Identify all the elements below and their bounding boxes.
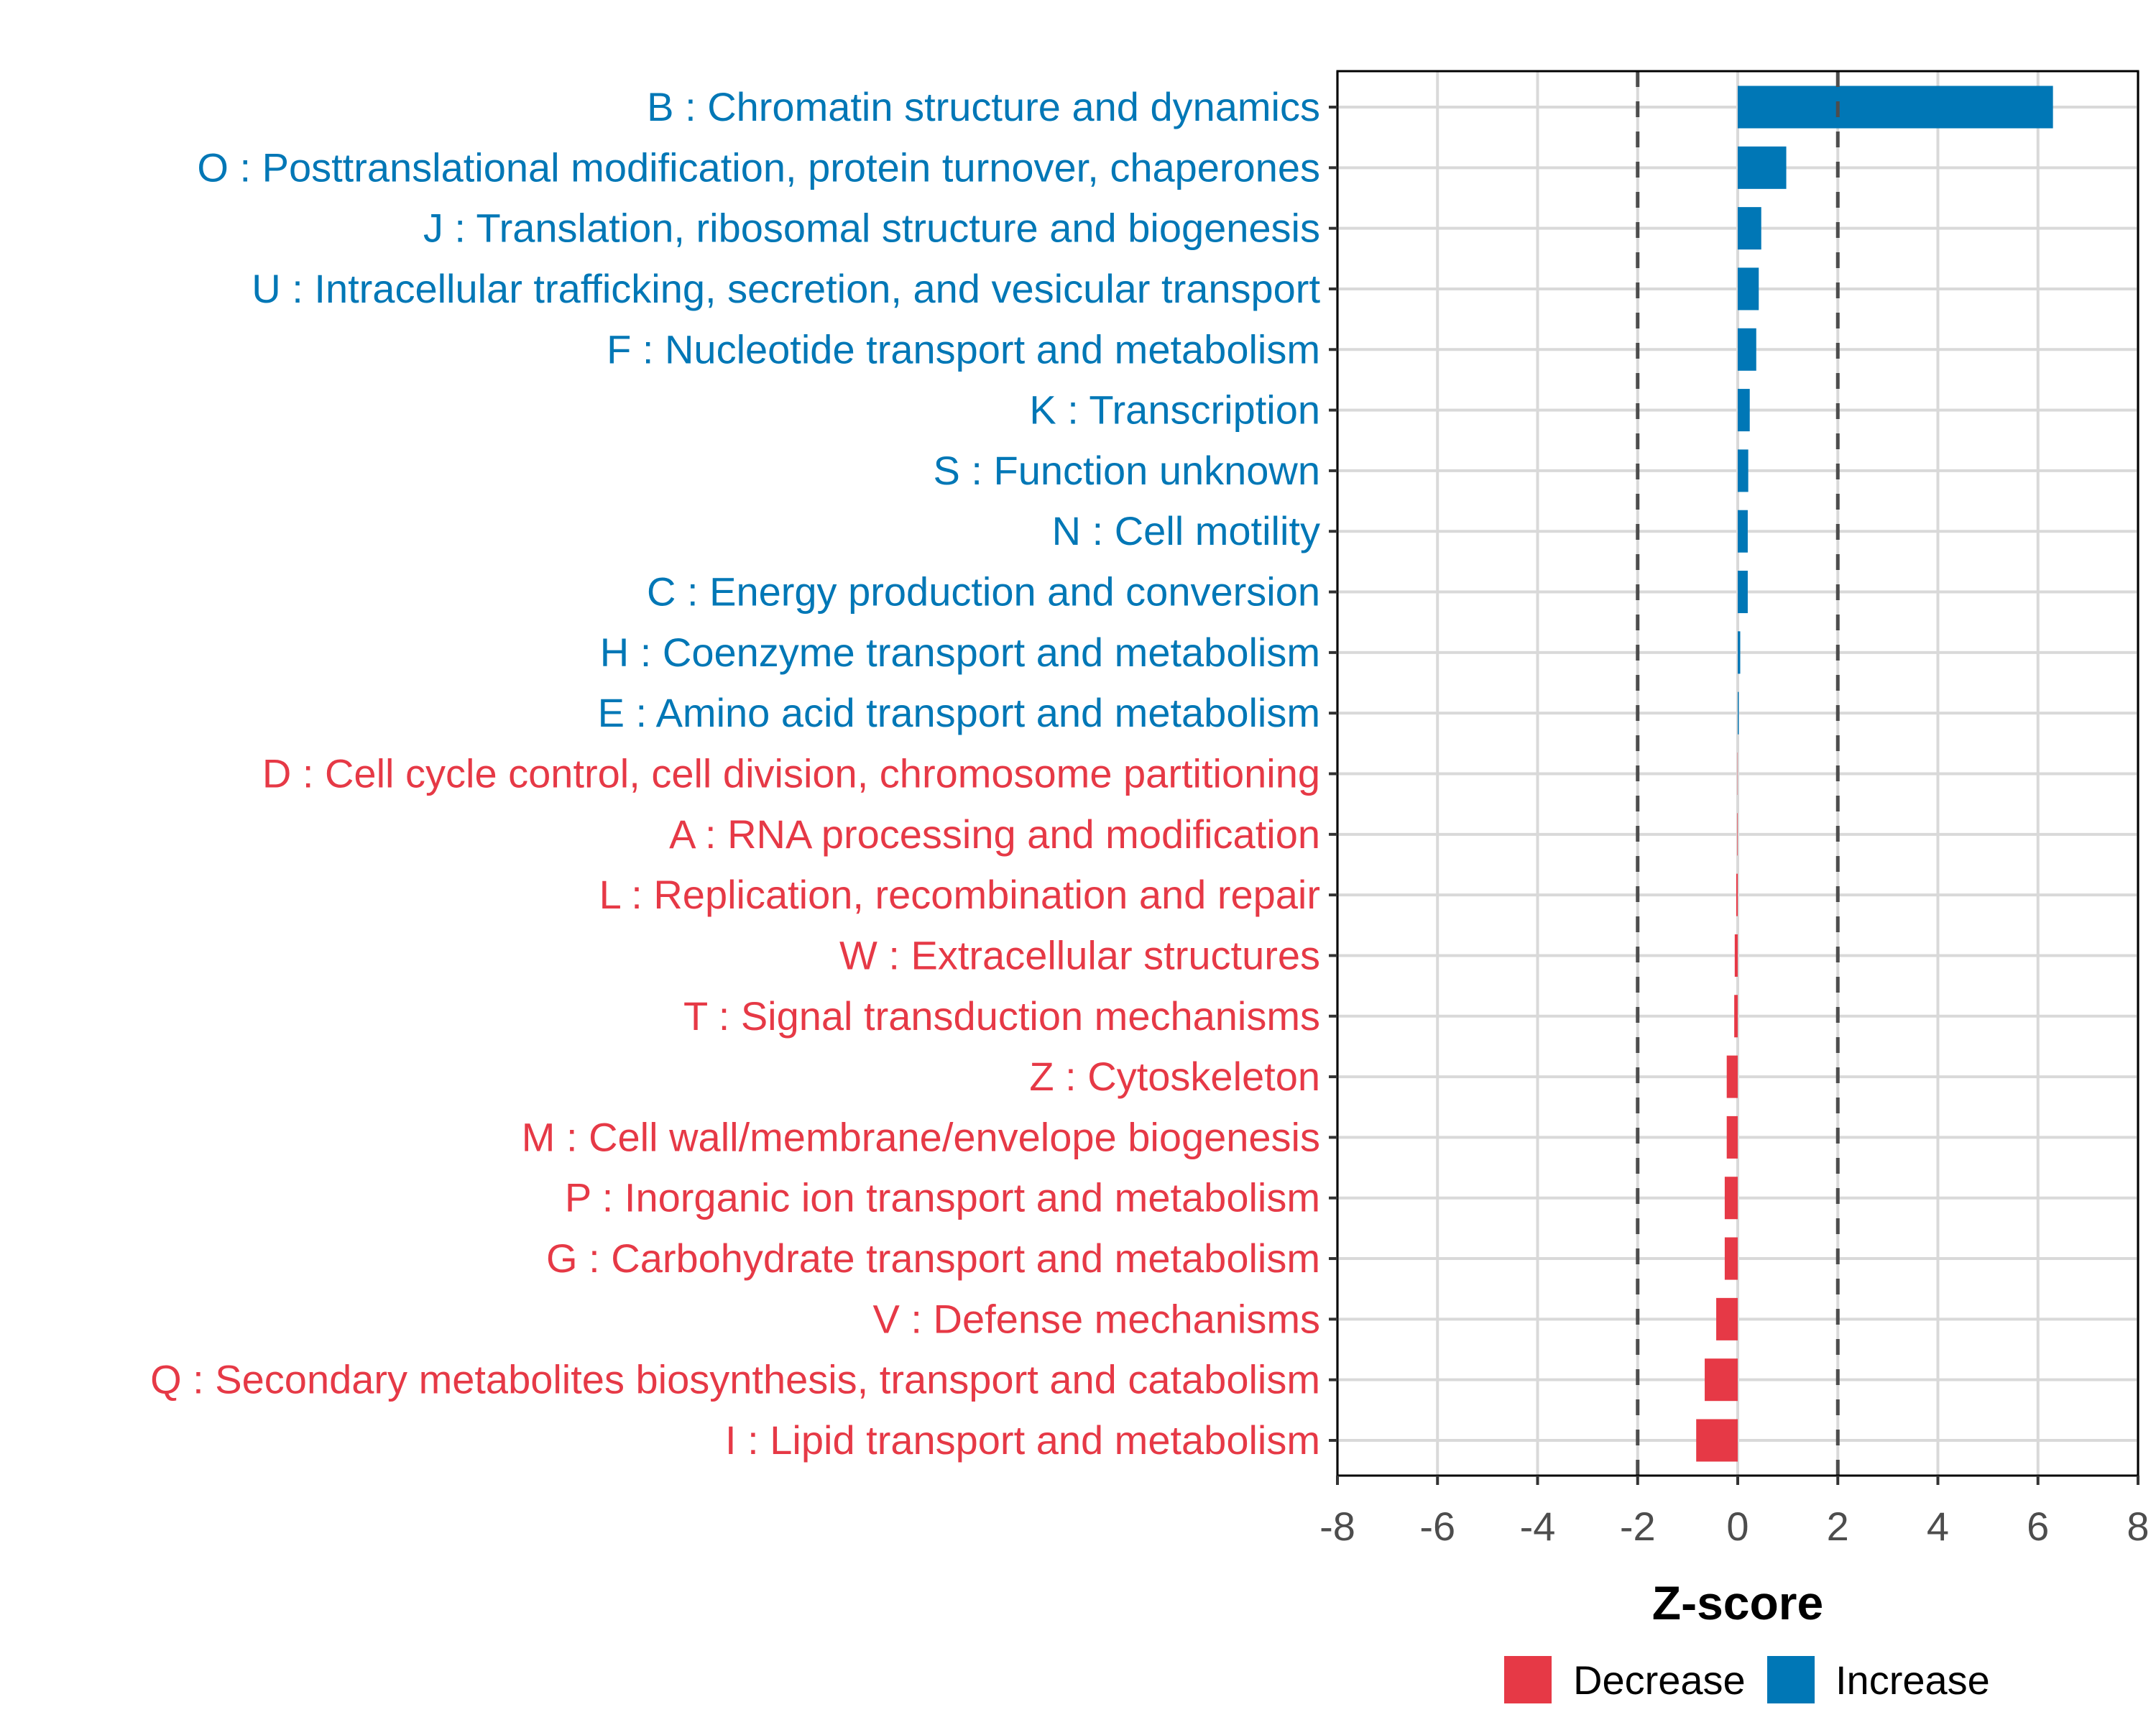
category-label: Z : Cytoskeleton — [1029, 1054, 1320, 1099]
category-label: L : Replication, recombination and repai… — [599, 872, 1320, 917]
category-label: F : Nucleotide transport and metabolism — [607, 326, 1320, 372]
category-label: J : Translation, ribosomal structure and… — [423, 206, 1320, 251]
bar — [1696, 1419, 1738, 1462]
bar — [1738, 571, 1748, 614]
reference-lines — [1636, 71, 1840, 1476]
category-label: O : Posttranslational modification, prot… — [197, 144, 1320, 190]
x-tick-label: -4 — [1520, 1504, 1556, 1549]
category-label: P : Inorganic ion transport and metaboli… — [565, 1175, 1320, 1220]
category-label: Q : Secondary metabolites biosynthesis, … — [150, 1357, 1320, 1402]
x-axis-title: Z-score — [1652, 1576, 1823, 1629]
bars — [1696, 86, 2053, 1462]
bar — [1724, 1237, 1738, 1280]
legend: Decrease Increase — [1504, 1656, 1990, 1703]
bar — [1705, 1358, 1738, 1402]
legend-swatch-decrease — [1504, 1656, 1552, 1703]
category-labels: B : Chromatin structure and dynamics O : … — [150, 84, 1320, 1463]
category-label: E : Amino acid transport and metabolism — [598, 690, 1320, 735]
bar — [1736, 873, 1738, 916]
bar — [1726, 1116, 1738, 1159]
bar — [1738, 449, 1749, 492]
category-label: S : Function unknown — [933, 448, 1320, 493]
category-label: T : Signal transduction mechanisms — [683, 993, 1320, 1039]
category-label: N : Cell motility — [1052, 508, 1320, 553]
bar — [1738, 389, 1750, 432]
category-label: A : RNA processing and modification — [669, 811, 1320, 857]
x-tick-label: 2 — [1827, 1504, 1849, 1549]
x-tick-label: 6 — [2027, 1504, 2049, 1549]
bar — [1738, 146, 1787, 189]
bar — [1738, 510, 1748, 553]
category-label: M : Cell wall/membrane/envelope biogenes… — [522, 1114, 1320, 1159]
bar — [1738, 267, 1759, 310]
x-tick-label: -8 — [1319, 1504, 1355, 1549]
bar — [1737, 813, 1738, 856]
bar — [1734, 934, 1738, 977]
category-label: B : Chromatin structure and dynamics — [647, 84, 1320, 129]
x-tick-label: 0 — [1726, 1504, 1749, 1549]
x-tick-label: -2 — [1620, 1504, 1656, 1549]
category-label: V : Defense mechanisms — [873, 1296, 1320, 1341]
category-label: W : Extracellular structures — [839, 932, 1320, 978]
legend-label-increase: Increase — [1835, 1657, 1990, 1703]
x-tick-label: -6 — [1419, 1504, 1455, 1549]
legend-label-decrease: Decrease — [1573, 1657, 1746, 1703]
category-label: G : Carbohydrate transport and metabolis… — [546, 1236, 1320, 1281]
legend-swatch-increase — [1767, 1656, 1815, 1703]
category-label: D : Cell cycle control, cell division, c… — [262, 751, 1320, 796]
category-label: H : Coenzyme transport and metabolism — [600, 630, 1320, 675]
bar — [1738, 86, 2053, 129]
x-tick-label: 4 — [1927, 1504, 1949, 1549]
category-label: U : Intracellular trafficking, secretion… — [252, 266, 1320, 311]
x-axis-ticks — [1336, 1476, 2139, 1485]
x-axis-tick-labels: -8 -6 -4 -2 0 2 4 6 8 — [1319, 1504, 2149, 1549]
category-label: K : Transcription — [1029, 387, 1320, 433]
bar — [1738, 207, 1761, 250]
bar — [1716, 1297, 1738, 1340]
bar — [1726, 1055, 1738, 1098]
category-label: C : Energy production and conversion — [647, 569, 1320, 615]
bar — [1738, 328, 1756, 371]
bar — [1724, 1177, 1738, 1220]
x-tick-label: 8 — [2127, 1504, 2149, 1549]
bar — [1734, 995, 1738, 1038]
category-label: I : Lipid transport and metabolism — [725, 1417, 1320, 1463]
y-axis-ticks — [1329, 106, 1337, 1442]
bar — [1738, 631, 1741, 674]
